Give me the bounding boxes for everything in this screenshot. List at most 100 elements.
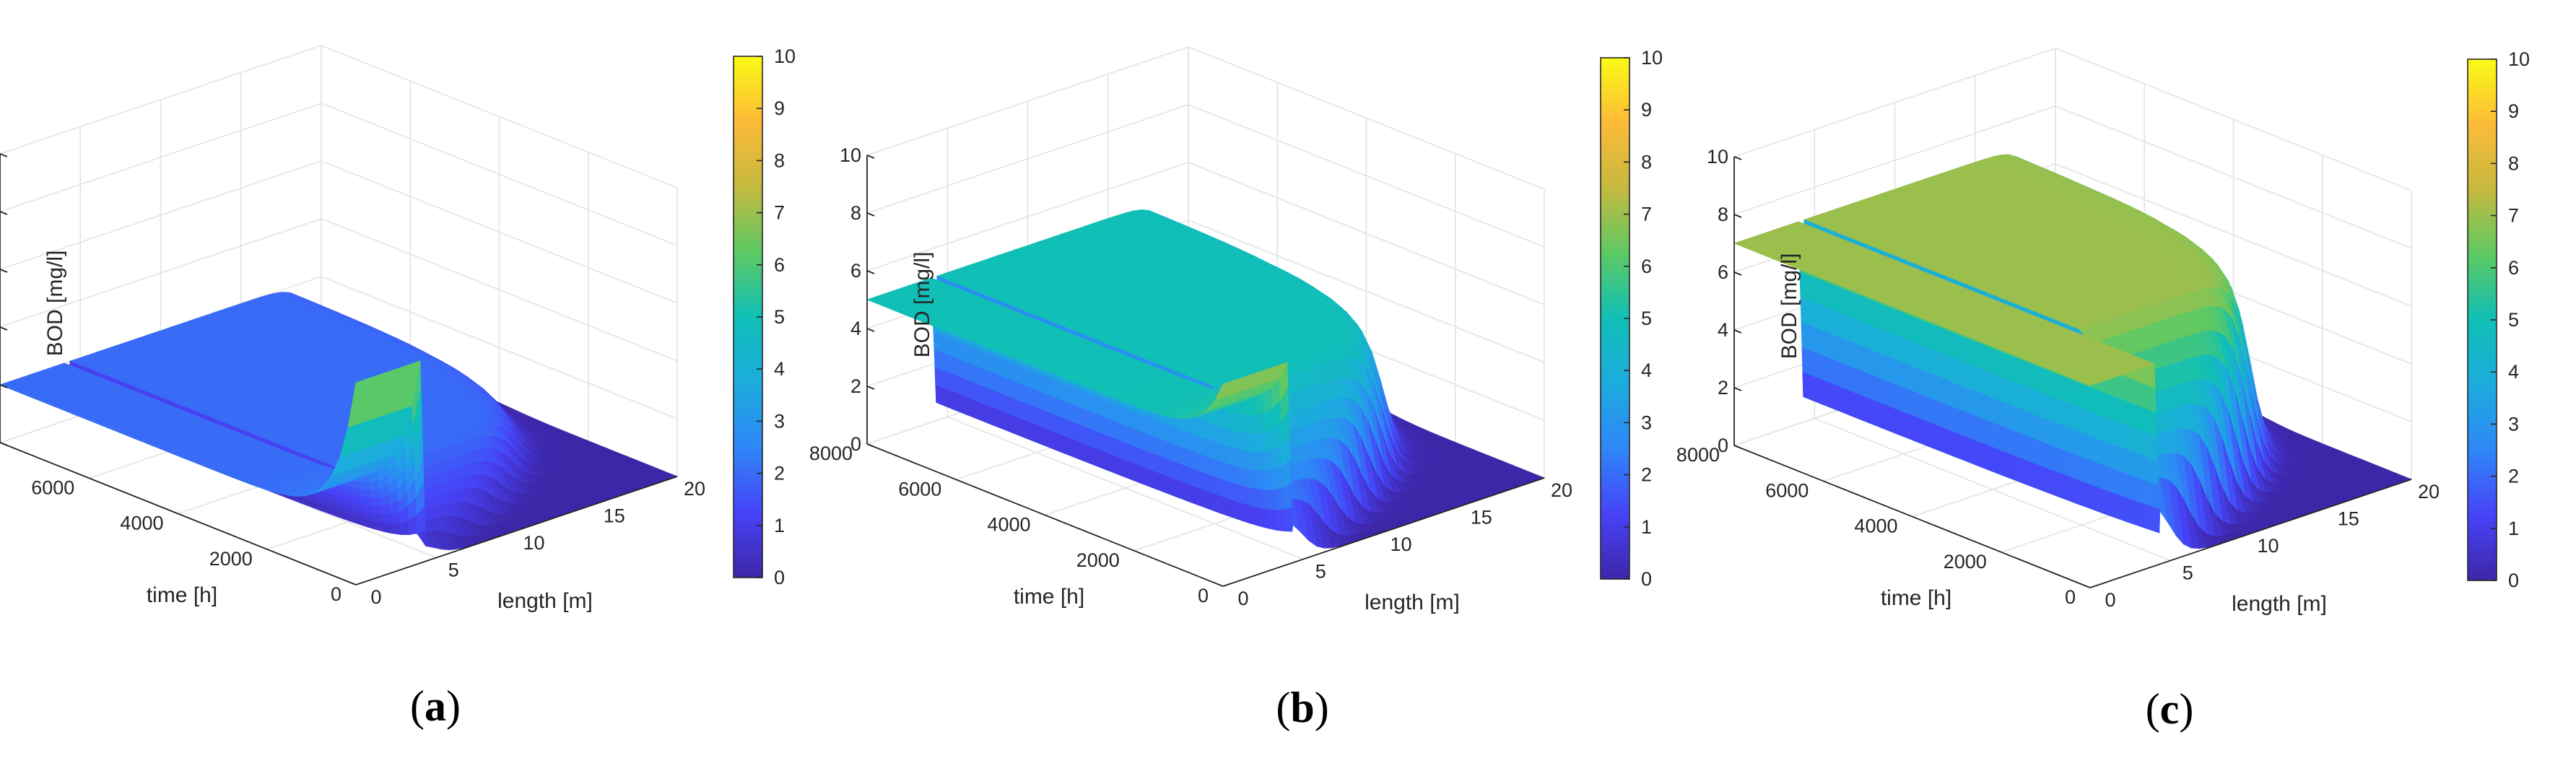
- surface-patch: [2105, 440, 2117, 470]
- surface-patch: [2097, 461, 2108, 491]
- surface-patch: [347, 378, 367, 428]
- surface-patch: [2123, 423, 2133, 452]
- surface-patch: [2076, 430, 2088, 459]
- surface-patch: [1217, 407, 1229, 430]
- z-tick-mark: [0, 269, 8, 273]
- z-tick-mark: [0, 384, 8, 388]
- z-tick-mark: [1733, 214, 1742, 218]
- z-tick-mark: [866, 270, 875, 274]
- surface-patch: [2067, 475, 2079, 505]
- surface-patch: [1248, 487, 1259, 508]
- y-axis-label: time [h]: [1881, 586, 1951, 610]
- colorbar-tick-label: 3: [2508, 413, 2519, 435]
- x-tick-label: 20: [2418, 481, 2440, 502]
- panel-caption: (b): [1276, 684, 1328, 731]
- z-tick-mark: [0, 211, 8, 215]
- caption-close-paren: ): [446, 682, 461, 730]
- surface-patch: [2022, 409, 2035, 439]
- colorbar-tick-label: 9: [2508, 100, 2519, 122]
- colorbar-tick-label: 3: [774, 410, 785, 432]
- colorbar-tick-label: 6: [2508, 257, 2519, 279]
- colorbar-tick-label: 3: [1641, 412, 1652, 433]
- surface-patch: [2131, 402, 2141, 431]
- surface-patch: [1245, 414, 1256, 434]
- y-tick-label: 8000: [809, 443, 853, 464]
- surface-patch: [1255, 432, 1266, 453]
- surface-patch: [1236, 413, 1248, 433]
- colorbar-tick-label: 9: [1641, 99, 1652, 121]
- surface-patch: [2094, 388, 2106, 418]
- y-tick-label: 2000: [209, 548, 253, 570]
- surface-patch: [360, 482, 371, 491]
- surface-patch: [370, 497, 382, 507]
- surface-patch: [1266, 489, 1276, 510]
- colorbar-tick-label: 2: [2508, 466, 2519, 487]
- y-axis-label: time [h]: [147, 583, 217, 607]
- surface-patch: [360, 489, 372, 498]
- z-tick-mark: [0, 153, 8, 157]
- surface-patch: [2033, 413, 2046, 443]
- caption-letter: c: [2160, 685, 2180, 733]
- z-tick-label: 8: [850, 202, 861, 224]
- x-origin-label: 0: [2105, 589, 2115, 611]
- surface-patch: [2115, 469, 2126, 498]
- colorbar-tick-label: 2: [1641, 464, 1652, 486]
- surface-patch: [1256, 470, 1267, 490]
- surface-patch: [1237, 448, 1249, 470]
- surface-patch: [2084, 384, 2097, 414]
- surface-patch: [2142, 502, 2152, 531]
- surface-patch: [2065, 401, 2077, 431]
- surface-patch: [2076, 454, 2089, 484]
- surface-patch: [2085, 409, 2097, 439]
- surface-patch: [1253, 393, 1264, 416]
- surface-patch: [1248, 469, 1258, 489]
- caption-letter: a: [425, 682, 446, 730]
- z-axis-label: BOD [mg/l]: [910, 252, 934, 358]
- surface-patch: [1246, 432, 1257, 453]
- surface-patch: [2138, 381, 2149, 410]
- caption-letter: b: [1290, 684, 1314, 731]
- z-tick-mark: [1733, 156, 1742, 160]
- colorbar-tick-label: 2: [774, 463, 785, 484]
- surface-patch: [2148, 432, 2158, 461]
- surface-patch: [2087, 458, 2099, 488]
- colorbar-tick-label: 6: [1641, 256, 1652, 277]
- caption-close-paren: ): [2179, 685, 2193, 733]
- z-axis-label: BOD [mg/l]: [1777, 253, 1801, 360]
- z-tick-mark: [1733, 329, 1742, 334]
- colorbar-tick-label: 8: [1641, 151, 1652, 173]
- y-tick-label: 8000: [1676, 444, 1720, 466]
- y-axis-label: time [h]: [1014, 585, 1084, 609]
- surface-patch: [1283, 506, 1293, 532]
- x-tick-label: 15: [1471, 507, 1492, 528]
- caption-close-paren: ): [1315, 684, 1329, 731]
- colorbar-tick-label: 1: [2508, 518, 2519, 539]
- surface: [866, 209, 1546, 549]
- surface-patch: [1227, 410, 1238, 432]
- surface-patch: [2132, 451, 2143, 479]
- z-tick-label: 10: [1707, 146, 1728, 167]
- x-origin-label: 0: [370, 586, 381, 608]
- surface-patch: [381, 513, 392, 524]
- surface-patch: [1256, 451, 1266, 471]
- z-tick-mark: [0, 442, 8, 446]
- z-tick-mark: [866, 328, 875, 332]
- surface-patch: [2032, 388, 2045, 419]
- colorbar-tick-label: 0: [1641, 568, 1652, 590]
- z-tick-label: 4: [1718, 319, 1728, 341]
- z-tick-mark: [866, 212, 875, 217]
- x-tick-label: 15: [604, 505, 625, 527]
- surface-patch: [2140, 430, 2150, 458]
- surface-patch: [1254, 412, 1265, 434]
- surface-patch: [2064, 376, 2076, 406]
- surface-patch: [2123, 448, 2134, 476]
- surface-patch: [2042, 367, 2055, 399]
- surface-patch: [2022, 433, 2036, 464]
- surface-patch: [2066, 451, 2079, 480]
- caption-open-paren: (: [2146, 685, 2160, 733]
- x-tick-label: 20: [1551, 479, 1572, 501]
- colorbar-tick-label: 0: [2508, 570, 2519, 591]
